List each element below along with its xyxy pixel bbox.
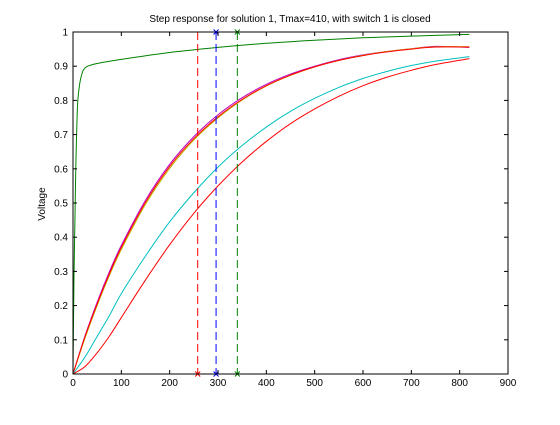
x-tick-label: 600 [355,378,372,389]
y-tick-label: 0.6 [54,164,68,175]
y-axis-label: Voltage [37,187,48,221]
series-group [72,33,470,375]
y-tick-label: 1 [62,28,68,39]
series-line-2 [72,45,470,375]
series-line-5 [72,56,470,375]
y-tick-label: 0.2 [54,301,68,312]
y-tick-label: 0.9 [54,62,68,73]
series-line-3 [72,46,470,375]
vertical-lines-group [197,32,238,374]
plot-area-frame [72,31,509,375]
y-tick-label: 0.3 [54,267,68,278]
y-tick-label: 0.4 [54,233,68,244]
y-tick-label: 0.1 [54,335,68,346]
x-tick-label: 500 [306,378,323,389]
series-line-6 [72,58,470,375]
x-tick-label: 700 [403,378,420,389]
x-tick-label: 0 [70,378,76,389]
series-line-4 [72,46,470,375]
series-line-1 [72,33,470,375]
x-axis-ticks: 0 100 200 300 400 500 600 700 800 900 [70,32,517,389]
y-tick-label: 0.7 [54,130,68,141]
x-tick-label: 800 [451,378,468,389]
x-tick-label: 400 [258,378,275,389]
x-tick-label: 300 [210,378,227,389]
y-axis-ticks: 0 0.1 0.2 0.3 0.4 0.5 0.6 0.7 0.8 0.9 1 [54,28,508,381]
y-tick-label: 0.5 [54,199,68,210]
y-tick-label: 0.8 [54,96,68,107]
x-tick-label: 200 [161,378,178,389]
y-tick-label: 0 [62,370,68,381]
x-tick-label: 100 [113,378,130,389]
x-tick-label: 900 [500,378,517,389]
chart-title: Step response for solution 1, Tmax=410, … [149,14,430,25]
